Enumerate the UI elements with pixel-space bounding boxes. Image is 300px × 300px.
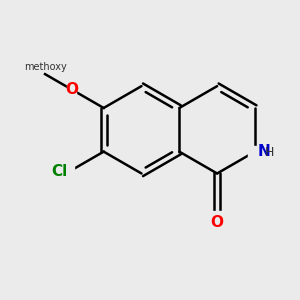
Bar xyxy=(67,85,76,94)
Text: O: O xyxy=(65,82,78,97)
Text: N: N xyxy=(257,144,270,159)
Bar xyxy=(212,212,222,221)
Bar xyxy=(56,166,74,177)
Bar xyxy=(248,146,270,158)
Text: Cl: Cl xyxy=(51,164,68,179)
Text: O: O xyxy=(211,215,224,230)
Text: H: H xyxy=(265,146,274,159)
Text: methoxy: methoxy xyxy=(24,62,66,72)
